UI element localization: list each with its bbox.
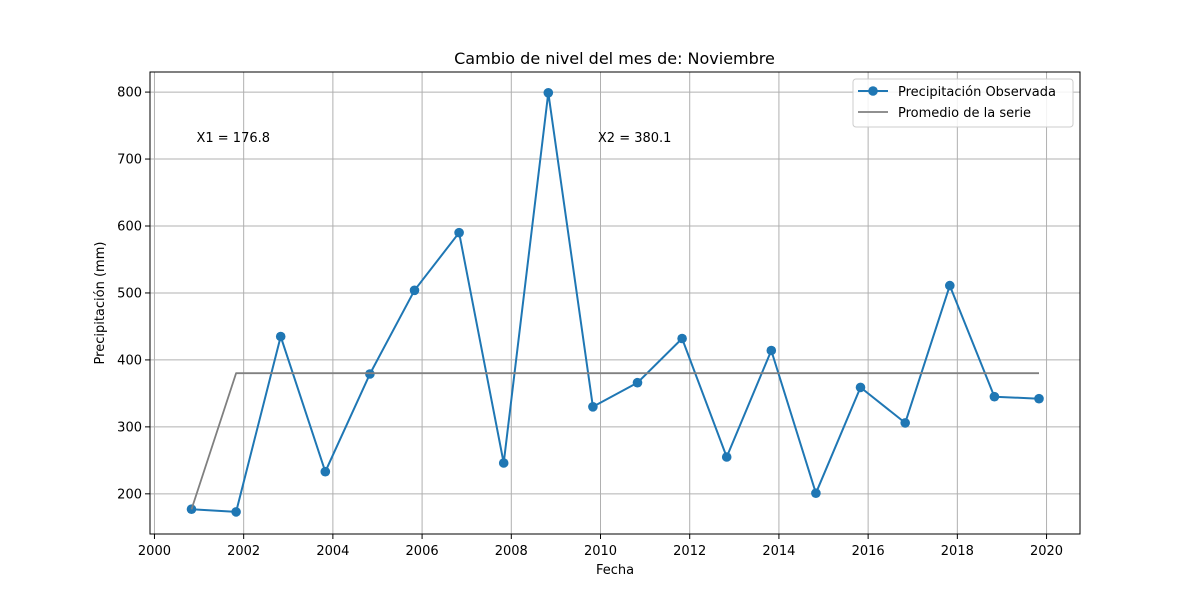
legend: Precipitación Observada Promedio de la se… <box>852 78 1074 128</box>
y-tick-label: 800 <box>117 86 142 101</box>
data-point <box>989 391 1000 402</box>
plot-area <box>186 88 1044 517</box>
y-tick-label: 200 <box>117 487 142 502</box>
x-axis-label: Fecha <box>596 563 634 578</box>
x-tick-label: 2014 <box>762 544 795 559</box>
data-point <box>855 382 866 393</box>
data-point <box>454 227 464 238</box>
x-tick-label: 2016 <box>852 544 885 559</box>
series-line-1 <box>190 372 1039 510</box>
x-tick-label: 2000 <box>138 544 171 559</box>
axis-ticks: 2000 2002 2004 2006 2008 2010 2012 2014 2016 2018… <box>117 86 1063 559</box>
annotations: X1 = 176.8 X2 = 380.1 <box>196 131 671 146</box>
data-point <box>721 452 732 462</box>
data-point <box>588 402 598 412</box>
x-tick-label: 2002 <box>227 544 260 559</box>
data-point <box>766 345 777 356</box>
annotation-label: X2 = 380.1 <box>598 131 672 146</box>
data-point <box>1034 393 1044 404</box>
data-point <box>498 458 509 468</box>
x-tick-label: 2006 <box>406 544 439 559</box>
y-tick-label: 400 <box>117 353 142 368</box>
y-tick-label: 300 <box>117 420 142 435</box>
x-tick-label: 2020 <box>1030 544 1063 559</box>
x-tick-label: 2018 <box>941 544 974 559</box>
legend-box <box>852 78 1074 128</box>
data-point <box>677 333 687 344</box>
chart-title: Cambio de nivel del mes de: Noviembre <box>454 49 775 68</box>
data-point <box>945 280 955 291</box>
y-tick-label: 600 <box>117 220 142 235</box>
data-point <box>900 418 910 428</box>
legend-label: Promedio de la serie <box>898 106 1031 121</box>
data-point <box>231 507 241 517</box>
y-tick-label: 700 <box>117 153 142 168</box>
data-point <box>632 377 643 388</box>
x-tick-label: 2010 <box>584 544 617 559</box>
annotation-label: X1 = 176.8 <box>196 131 270 146</box>
data-point <box>409 285 420 296</box>
series-line-0 <box>191 91 1040 513</box>
data-point <box>275 331 286 342</box>
data-point <box>320 466 331 477</box>
x-tick-label: 2012 <box>673 544 706 559</box>
data-point <box>811 488 821 499</box>
legend-label: Precipitación Observada <box>898 85 1056 100</box>
legend-marker <box>868 86 878 96</box>
plot-frame <box>149 71 1081 535</box>
y-axis-label: Precipitación (mm) <box>93 242 108 365</box>
x-tick-label: 2004 <box>316 544 349 559</box>
y-tick-label: 500 <box>117 286 142 301</box>
data-point <box>543 88 554 98</box>
x-tick-label: 2008 <box>495 544 528 559</box>
